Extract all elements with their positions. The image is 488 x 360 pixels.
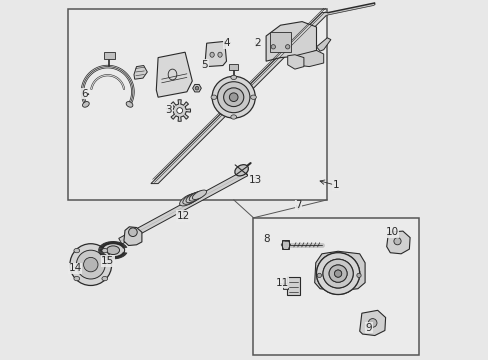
Ellipse shape [209, 52, 214, 57]
Ellipse shape [189, 191, 204, 201]
Ellipse shape [334, 270, 341, 277]
Polygon shape [314, 251, 365, 291]
Ellipse shape [322, 259, 352, 288]
Ellipse shape [234, 165, 248, 176]
Ellipse shape [316, 253, 359, 294]
Polygon shape [359, 310, 385, 336]
Ellipse shape [179, 194, 197, 206]
Polygon shape [386, 231, 409, 254]
Ellipse shape [183, 193, 200, 204]
Ellipse shape [102, 276, 107, 281]
Ellipse shape [82, 102, 89, 107]
Text: 10: 10 [385, 227, 398, 237]
Ellipse shape [76, 250, 105, 279]
Polygon shape [294, 50, 323, 67]
Polygon shape [156, 52, 192, 97]
Text: 13: 13 [248, 175, 262, 185]
Bar [253, 218, 418, 355]
Ellipse shape [83, 257, 98, 272]
Ellipse shape [229, 93, 238, 102]
Text: 14: 14 [68, 263, 82, 273]
Ellipse shape [322, 259, 352, 288]
Text: 11: 11 [275, 278, 288, 288]
Text: 8: 8 [262, 234, 269, 244]
Ellipse shape [270, 45, 275, 49]
Ellipse shape [285, 45, 289, 49]
Polygon shape [168, 100, 190, 121]
Ellipse shape [218, 52, 222, 57]
Text: 5: 5 [201, 60, 208, 70]
Ellipse shape [328, 265, 346, 282]
Ellipse shape [356, 273, 361, 278]
Ellipse shape [185, 192, 202, 203]
Bar [286, 277, 299, 295]
Polygon shape [192, 85, 201, 92]
Ellipse shape [192, 190, 206, 199]
Text: 6: 6 [81, 89, 87, 99]
Bar [68, 9, 326, 200]
Ellipse shape [250, 95, 256, 99]
Ellipse shape [328, 265, 346, 282]
Text: 9: 9 [365, 323, 371, 333]
Ellipse shape [212, 76, 255, 118]
Ellipse shape [102, 248, 107, 253]
Ellipse shape [217, 82, 249, 113]
Ellipse shape [74, 248, 80, 253]
Polygon shape [204, 41, 226, 67]
Ellipse shape [230, 115, 236, 119]
Text: 12: 12 [176, 211, 189, 221]
Text: 7: 7 [295, 200, 301, 210]
Ellipse shape [316, 253, 359, 294]
Ellipse shape [102, 243, 124, 257]
Ellipse shape [223, 88, 244, 107]
Ellipse shape [70, 244, 111, 285]
Text: 15: 15 [101, 256, 114, 266]
Bar [282, 240, 289, 249]
Ellipse shape [106, 246, 120, 255]
Ellipse shape [334, 270, 341, 277]
Text: 1: 1 [332, 180, 339, 190]
Polygon shape [287, 55, 303, 69]
Polygon shape [316, 38, 330, 51]
Polygon shape [265, 22, 316, 61]
Bar [283, 283, 287, 289]
Polygon shape [151, 13, 328, 184]
Text: 2: 2 [253, 38, 260, 48]
Ellipse shape [393, 238, 400, 245]
Text: 4: 4 [223, 38, 229, 48]
Polygon shape [123, 227, 142, 246]
Ellipse shape [230, 75, 236, 80]
Ellipse shape [195, 86, 199, 90]
Polygon shape [119, 170, 247, 244]
Ellipse shape [211, 95, 216, 99]
Ellipse shape [177, 108, 182, 113]
Polygon shape [134, 66, 147, 79]
Ellipse shape [367, 319, 376, 327]
Bar [104, 52, 115, 59]
Ellipse shape [128, 228, 137, 237]
Ellipse shape [74, 276, 80, 281]
Text: 3: 3 [165, 105, 172, 115]
Bar [269, 32, 291, 52]
Ellipse shape [317, 273, 321, 278]
Ellipse shape [126, 102, 133, 107]
Bar [229, 64, 238, 70]
